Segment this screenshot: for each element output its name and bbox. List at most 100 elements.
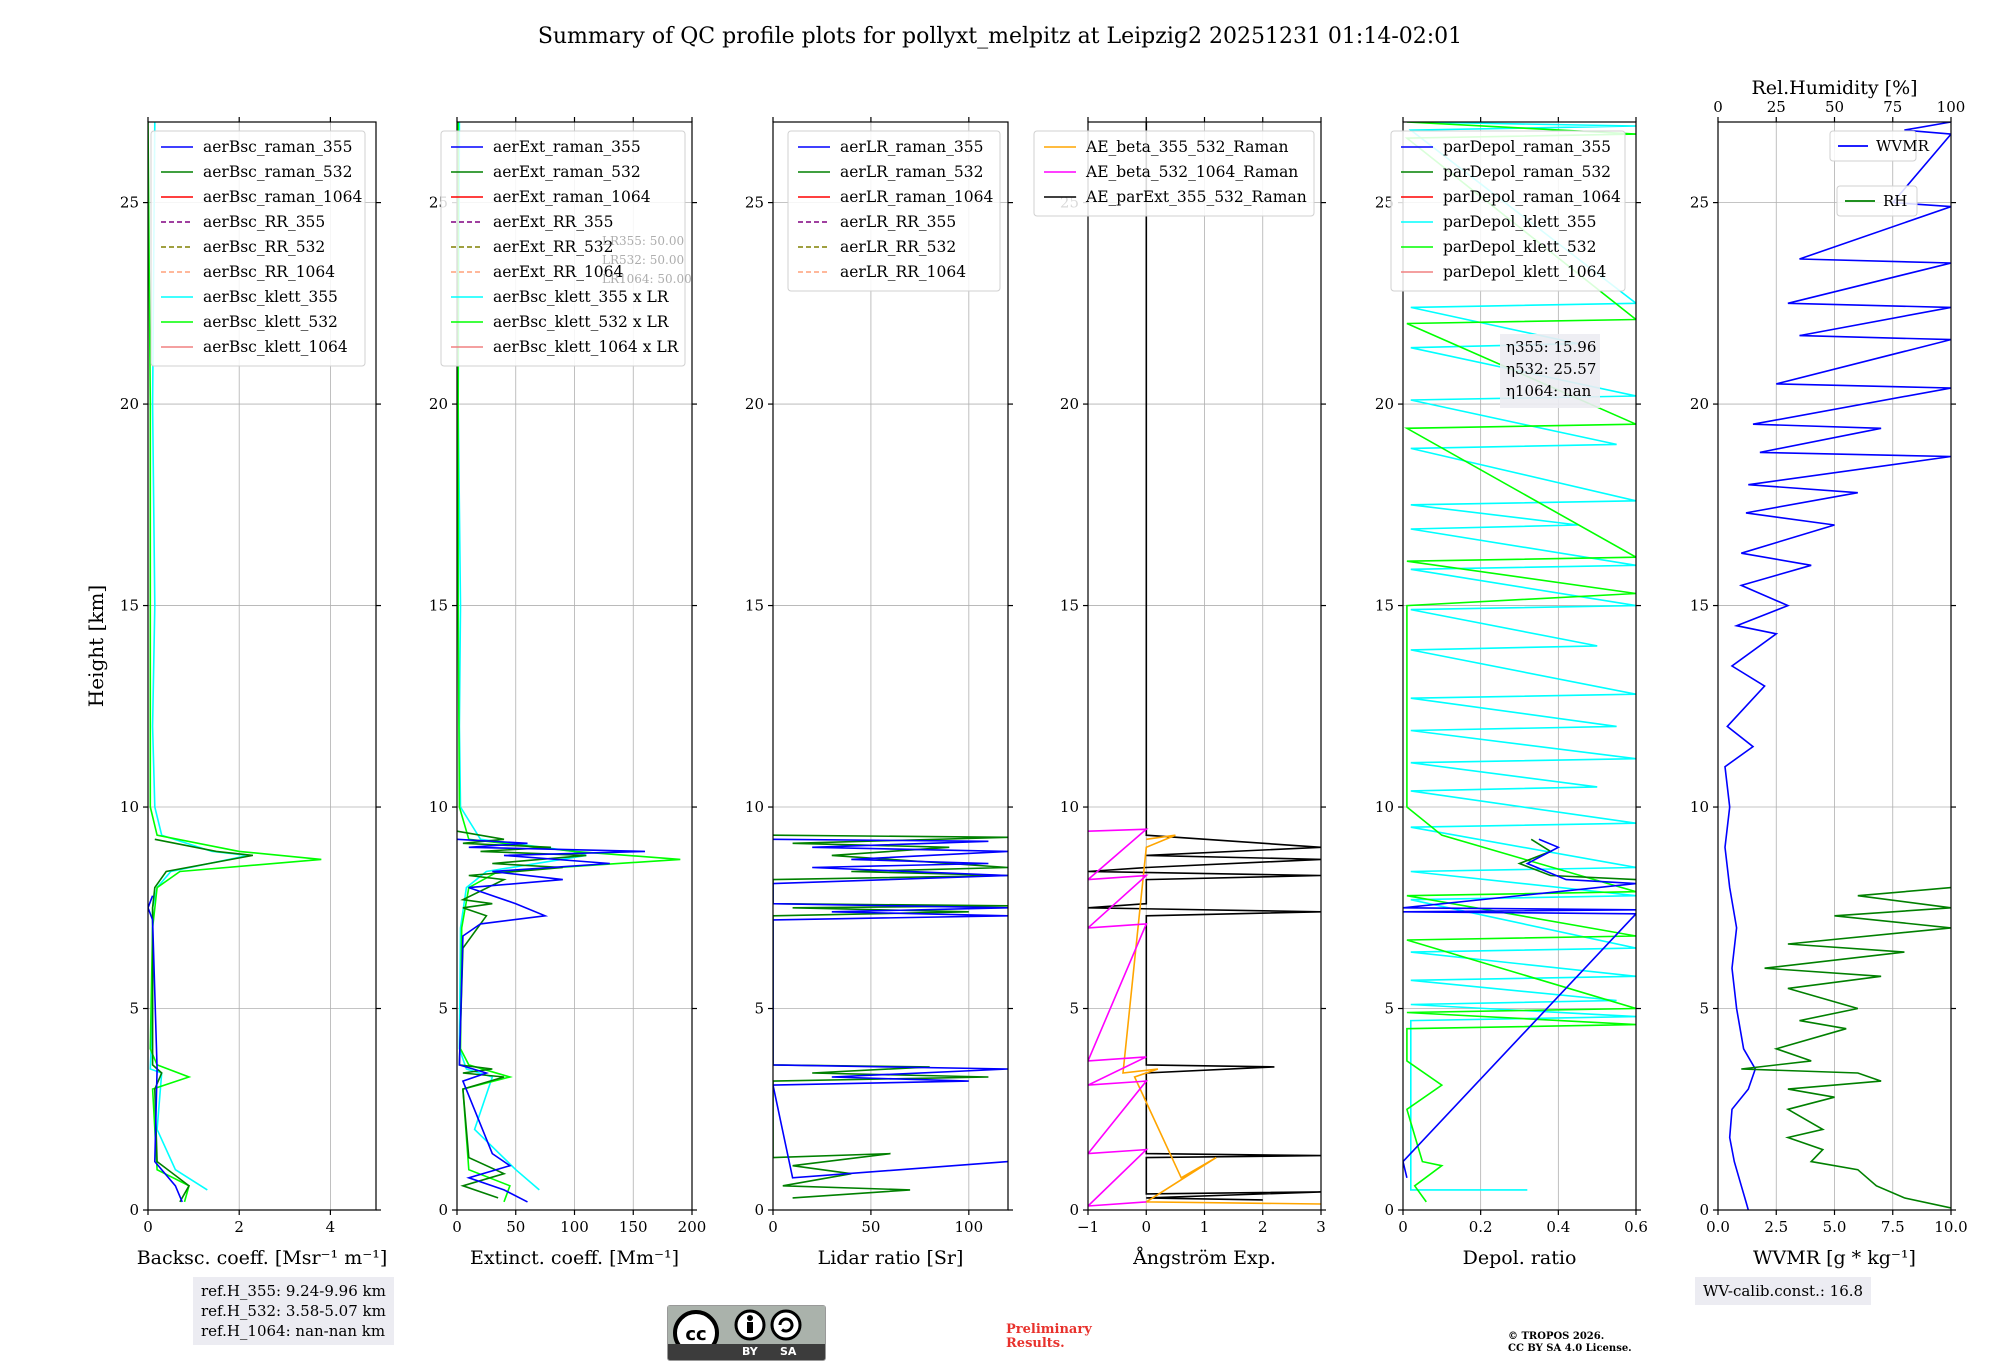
y-tick-label: 15: [745, 597, 764, 615]
legend-label: aerExt_RR_532: [493, 238, 614, 256]
y-tick-label: 0: [129, 1201, 139, 1219]
series-group: [773, 834, 1008, 1199]
top-x-tick-label: 50: [1825, 98, 1844, 116]
x-axis-label: Lidar ratio [Sr]: [818, 1247, 964, 1269]
panel-lr: 0 50 100 0 5 10 15 20 25 Lidar ratio [Sr] aerLR_ra…: [745, 117, 1013, 1269]
sa-arrow: [778, 1317, 794, 1333]
prelim-line-2: Results.: [1006, 1336, 1065, 1351]
legend-label: AE_parExt_355_532_Raman: [1085, 188, 1307, 206]
cc-logo-top: cc: [668, 1306, 825, 1356]
legend-label: aerLR_RR_355: [840, 213, 956, 231]
legend-label: aerBsc_klett_1064 x LR: [493, 338, 680, 356]
y-tick-label: 0: [438, 1201, 448, 1219]
legend-label: aerBsc_klett_355: [203, 288, 338, 306]
legend-label: aerBsc_klett_355 x LR: [493, 288, 670, 306]
x-tick-label: 0: [143, 1218, 153, 1236]
y-tick-label: 0: [754, 1201, 764, 1219]
x-tick-label: 3: [1316, 1218, 1326, 1236]
y-tick-label: 5: [129, 1000, 139, 1018]
x-tick-label: 2: [234, 1218, 244, 1236]
legend-label: parDepol_klett_1064: [1443, 263, 1606, 281]
x-axis-label: WVMR [g * kg⁻¹]: [1753, 1247, 1916, 1269]
legend-label: parDepol_raman_532: [1443, 163, 1611, 181]
legend-label: aerBsc_klett_532 x LR: [493, 313, 670, 331]
by-person-body: [747, 1322, 753, 1333]
legend-label: AE_beta_355_532_Raman: [1085, 138, 1288, 156]
series-line-aerBsc_raman_355: [148, 895, 183, 1203]
y-tick-label: 10: [120, 798, 139, 816]
legend-label: aerExt_RR_1064: [493, 263, 624, 281]
series-group: [1724, 122, 1951, 1210]
y-tick-label: 20: [120, 395, 139, 413]
legend-label: RH: [1883, 192, 1907, 210]
series-line-AE_beta_532_1064_Raman: [1088, 828, 1149, 1207]
series-line-aerLR_raman_532: [773, 834, 1008, 1199]
legend-label: aerExt_raman_355: [493, 138, 641, 156]
legend-label: aerLR_raman_1064: [840, 188, 993, 206]
panel-depol: 0 0.2 0.4 0.6 0 5 10 15 20 25 Depol. ratio parDepol…: [1375, 117, 1648, 1269]
ref-height-355: ref.H_355: 9.24-9.96 km: [201, 1282, 386, 1300]
legend-label: parDepol_raman_1064: [1443, 188, 1621, 206]
top-x-axis-label: Rel.Humidity [%]: [1751, 77, 1917, 99]
y-tick-label: 15: [1375, 597, 1394, 615]
x-tick-label: 10.0: [1934, 1218, 1967, 1236]
x-axis-label: Backsc. coeff. [Msr⁻¹ m⁻¹]: [137, 1247, 388, 1269]
legend-label: aerExt_raman_532: [493, 163, 641, 181]
x-tick-label: 2: [1258, 1218, 1268, 1236]
eta-box: [1500, 334, 1600, 408]
y-tick-label: 5: [754, 1000, 764, 1018]
x-axis-label: Ångström Exp.: [1132, 1247, 1276, 1269]
legend-label: parDepol_klett_532: [1443, 238, 1596, 256]
x-tick-label: 5.0: [1823, 1218, 1847, 1236]
reference-height-box: ref.H_355: 9.24-9.96 km ref.H_532: 3.58-…: [193, 1277, 394, 1345]
x-axis-label: Extinct. coeff. [Mm⁻¹]: [470, 1247, 679, 1269]
legend-box: [440, 130, 686, 367]
x-tick-label: 0.6: [1624, 1218, 1648, 1236]
y-tick-label: 15: [1060, 597, 1079, 615]
panel-wv: 0.0 2.5 5.0 7.5 10.0 0 5 10 15 20 25 WVMR [g * kg⁻¹…: [1690, 77, 1968, 1269]
legend-label: aerLR_raman_532: [840, 163, 983, 181]
wv-calibration-box: WV-calib.const.: 16.8: [1695, 1277, 1872, 1305]
x-tick-label: 0.2: [1469, 1218, 1493, 1236]
panel-bsc: 0 2 4 0 5 10 15 20 25 Backsc. coeff. [Msr⁻¹ m⁻¹] a…: [120, 117, 387, 1269]
copyright-note: © TROPOS 2026. CC BY SA 4.0 License.: [1508, 1331, 1632, 1355]
x-tick-label: 1: [1200, 1218, 1210, 1236]
series-line-parDepol_raman_532: [1517, 838, 1636, 881]
legend-box: [150, 130, 366, 367]
x-tick-label: −1: [1077, 1218, 1099, 1236]
cc-license-logo: cc BY SA: [667, 1305, 826, 1361]
axes-frame: [1402, 121, 1637, 1211]
legend-label: aerBsc_RR_355: [203, 213, 325, 231]
sa-share-icon: [770, 1309, 802, 1341]
y-tick-label: 10: [429, 798, 448, 816]
ref-height-1064: ref.H_1064: nan-nan km: [201, 1322, 386, 1340]
eta-value: η355: 15.96: [1506, 338, 1596, 356]
copyright-line-2: CC BY SA 4.0 License.: [1508, 1343, 1632, 1354]
legend-label: aerExt_raman_1064: [493, 188, 651, 206]
legend-box-WVMR: [1829, 130, 1917, 162]
cc-icon-label: cc: [685, 1324, 706, 1344]
x-tick-label: 0.4: [1546, 1218, 1570, 1236]
y-tick-label: 10: [745, 798, 764, 816]
eta-value: η532: 25.57: [1506, 360, 1596, 378]
legend-label: aerLR_RR_1064: [840, 263, 966, 281]
x-tick-label: 100: [560, 1218, 589, 1236]
y-tick-label: 5: [1069, 1000, 1079, 1018]
by-person-head: [747, 1315, 753, 1321]
series-line-aerBsc_klett_355: [149, 122, 249, 1191]
y-tick-label: 5: [1699, 1000, 1709, 1018]
y-tick-label: 20: [429, 395, 448, 413]
series-line-RH: [1741, 886, 1951, 1209]
top-x-tick-label: 25: [1767, 98, 1786, 116]
top-x-tick-label: 100: [1937, 98, 1966, 116]
y-tick-label: 20: [745, 395, 764, 413]
series-line-AE_beta_355_532_Raman: [1122, 834, 1321, 1205]
lidar-ratio-note: LR355: 50.00: [602, 234, 684, 248]
legend-label: aerBsc_raman_532: [203, 163, 353, 181]
legend-label: parDepol_klett_355: [1443, 213, 1596, 231]
y-tick-label: 20: [1060, 395, 1079, 413]
legend-label: parDepol_raman_355: [1443, 138, 1611, 156]
series-line-aerBsc_klett_355 x LR: [457, 122, 587, 1191]
legend-label: aerBsc_raman_1064: [203, 188, 363, 206]
